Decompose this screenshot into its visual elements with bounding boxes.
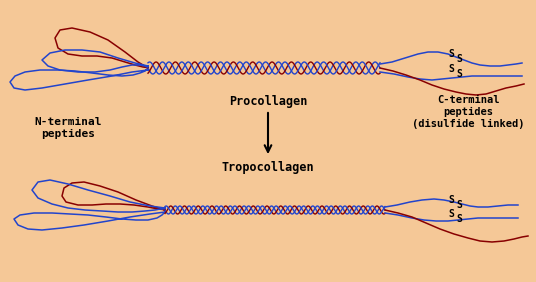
Text: S: S	[456, 54, 462, 64]
Text: S: S	[448, 49, 454, 59]
Text: S: S	[456, 69, 462, 79]
Text: C-terminal
peptides
(disulfide linked): C-terminal peptides (disulfide linked)	[412, 95, 524, 129]
Text: S: S	[456, 200, 462, 210]
Text: N-terminal
peptides: N-terminal peptides	[34, 117, 102, 139]
Text: S: S	[456, 214, 462, 224]
Text: S: S	[448, 64, 454, 74]
Text: Tropocollagen: Tropocollagen	[222, 161, 314, 174]
Text: S: S	[448, 209, 454, 219]
Text: Procollagen: Procollagen	[229, 95, 307, 108]
Text: S: S	[448, 195, 454, 205]
